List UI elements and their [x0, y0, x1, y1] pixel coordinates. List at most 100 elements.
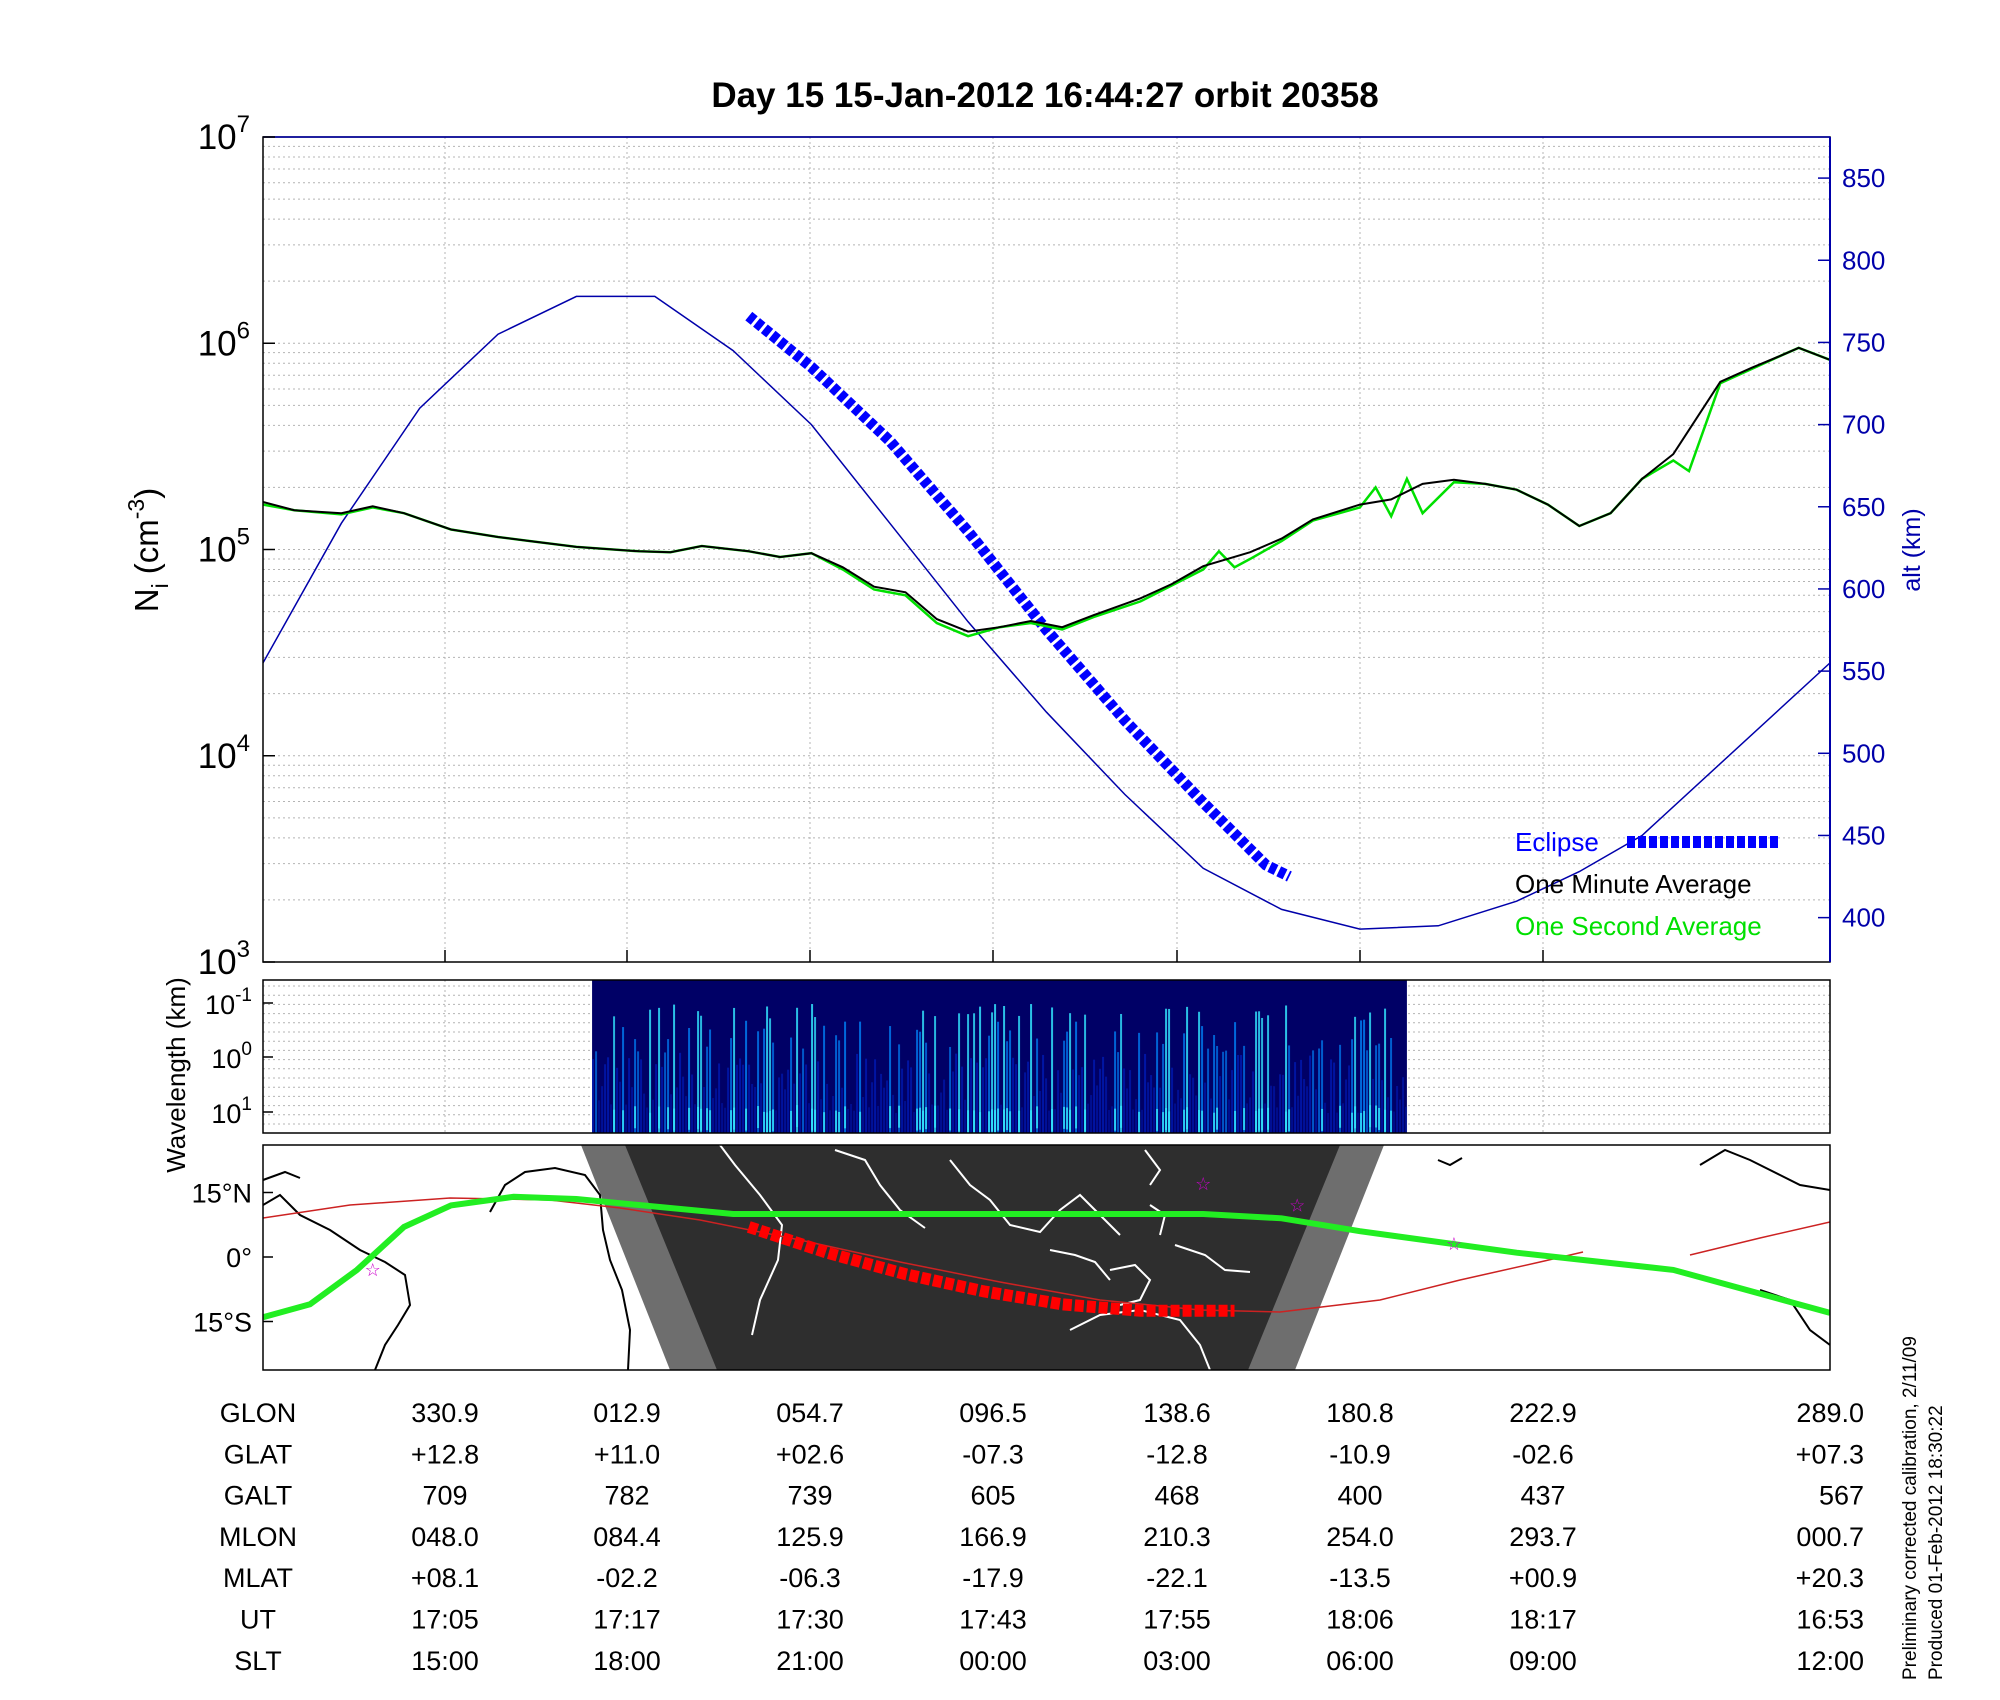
spectrogram-cell: [715, 1088, 718, 1133]
spectrogram-cell: [1306, 1086, 1309, 1133]
spectrogram-cell: [1129, 1070, 1132, 1133]
table-cell: -12.8: [1146, 1439, 1208, 1469]
spectrogram-cell: [1144, 1053, 1147, 1133]
spectrogram-cell: [649, 1009, 652, 1133]
spectrogram-cell: [703, 1087, 706, 1133]
spectrogram-cell: [1171, 1067, 1174, 1133]
density-label-symbol: N: [128, 588, 165, 612]
density-grid: [263, 137, 1830, 963]
spectrogram-cell: [1327, 1112, 1330, 1133]
spectrogram-cell: [610, 1104, 613, 1133]
spectrogram-cell: [1042, 1054, 1045, 1133]
spectrogram-cell: [1006, 1108, 1009, 1131]
spectrogram-cell: [1369, 1012, 1372, 1133]
spectrogram-cell: [601, 1086, 604, 1133]
spectrogram-cell: [949, 1108, 952, 1131]
spectrogram-cell: [883, 1087, 886, 1133]
spectrogram-cell: [1162, 1043, 1165, 1133]
spectrogram-cell: [673, 1108, 676, 1131]
spectrogram-cell: [1135, 1099, 1138, 1133]
spectrogram-cell: [709, 1029, 712, 1133]
spectrogram-cell: [700, 1108, 703, 1131]
spectrogram-cell: [823, 1025, 826, 1133]
spectrogram-cell: [757, 1106, 760, 1129]
spectrogram-cell: [1372, 1078, 1375, 1133]
legend-second-label: One Second Average: [1515, 911, 1762, 941]
legend-minute-label: One Minute Average: [1515, 869, 1752, 899]
spectrogram-cell: [907, 1060, 910, 1133]
table-row-label: GLON: [220, 1398, 297, 1428]
spectrogram-cell: [595, 1051, 598, 1133]
table-cell: 468: [1154, 1481, 1199, 1511]
spectrogram-cell: [832, 1096, 835, 1133]
spectrogram-cell: [1216, 1045, 1219, 1133]
spectrogram-heatmap: [592, 980, 1407, 1133]
spectrogram-cell: [823, 1112, 826, 1133]
spectrogram-cell: [979, 1112, 982, 1133]
spectrogram-cell: [1084, 1109, 1087, 1132]
spectrogram-cell: [691, 1074, 694, 1133]
spectrogram-cell: [1162, 1112, 1165, 1133]
spectrogram-cell: [1276, 1107, 1279, 1133]
table-cell: 096.5: [959, 1398, 1027, 1428]
spectrogram-cell: [1321, 1040, 1324, 1133]
spectrogram-cell: [979, 1006, 982, 1133]
spectrogram-cell: [613, 1109, 616, 1132]
spectrogram-cell: [1243, 1045, 1246, 1133]
station-star-icon: ☆: [365, 1260, 381, 1280]
spectrogram-cell: [742, 1064, 745, 1133]
spectrogram-cell: [862, 1096, 865, 1133]
spectrogram-cell: [673, 1004, 676, 1133]
spectrogram-cell: [1045, 1078, 1048, 1133]
table-cell: 210.3: [1143, 1522, 1211, 1552]
spectrogram-cell: [772, 1109, 775, 1132]
spectrogram-cell: [898, 1044, 901, 1133]
density-label-unit: (cm: [128, 519, 165, 574]
spectrogram-cell: [964, 1099, 967, 1133]
spectrogram-cell: [1351, 1112, 1354, 1133]
spectrogram-cell: [658, 1106, 661, 1129]
density-label-subscript: i: [147, 583, 173, 588]
spectrogram-cell: [745, 1108, 748, 1131]
spectrogram-cell: [697, 1106, 700, 1129]
spectrogram-cell: [688, 1027, 691, 1133]
spectrogram-cell: [967, 1014, 970, 1133]
spectrogram-cell: [1102, 1056, 1105, 1133]
y-tick-exponent: 6: [237, 317, 250, 344]
table-cell: +11.0: [594, 1439, 660, 1469]
spectrogram-cell: [778, 1077, 781, 1133]
spectrogram-cell: [643, 1093, 646, 1133]
map-panel: ☆ ☆ ☆ ☆ 15°N 0° 15°S: [192, 1144, 1831, 1371]
table-cell: 18:00: [593, 1646, 661, 1676]
spectrogram-cell: [598, 1100, 601, 1133]
spectrogram-cell: [676, 1087, 679, 1133]
spectrogram-cell: [1054, 1109, 1057, 1133]
spectrogram-cell: [1108, 1109, 1111, 1133]
spectrogram-cell: [1222, 1051, 1225, 1133]
spectrogram-cell: [814, 1017, 817, 1133]
spectrogram-cell: [718, 1063, 721, 1133]
table-cell: 17:17: [593, 1605, 661, 1635]
spectrogram-cell: [1339, 1105, 1342, 1128]
spectrogram-cell: [1186, 1006, 1189, 1133]
spectrogram-cell: [985, 1058, 988, 1133]
spectrogram-cell: [646, 1107, 649, 1133]
spectrogram-cell: [1297, 1095, 1300, 1133]
y-tick-exponent: 4: [237, 730, 250, 757]
spectrogram-cell: [1294, 1062, 1297, 1133]
table-cell: +08.1: [411, 1563, 479, 1593]
spectrogram-cell: [859, 1021, 862, 1133]
spectrogram-cell: [658, 1007, 661, 1133]
spectrogram-cell: [754, 1086, 757, 1133]
spectrogram-cell: [865, 1058, 868, 1133]
spectrogram-cell: [1261, 1017, 1264, 1133]
spectrogram-cell: [928, 1073, 931, 1133]
map-lat-label: 15°N: [192, 1179, 252, 1209]
spectrogram-cell: [889, 1106, 892, 1129]
spectrogram-cell: [1186, 1107, 1189, 1130]
spectrogram-cell: [592, 1059, 595, 1133]
spectrogram-cell: [1018, 1015, 1021, 1133]
spectrogram-cell: [1204, 1082, 1207, 1133]
